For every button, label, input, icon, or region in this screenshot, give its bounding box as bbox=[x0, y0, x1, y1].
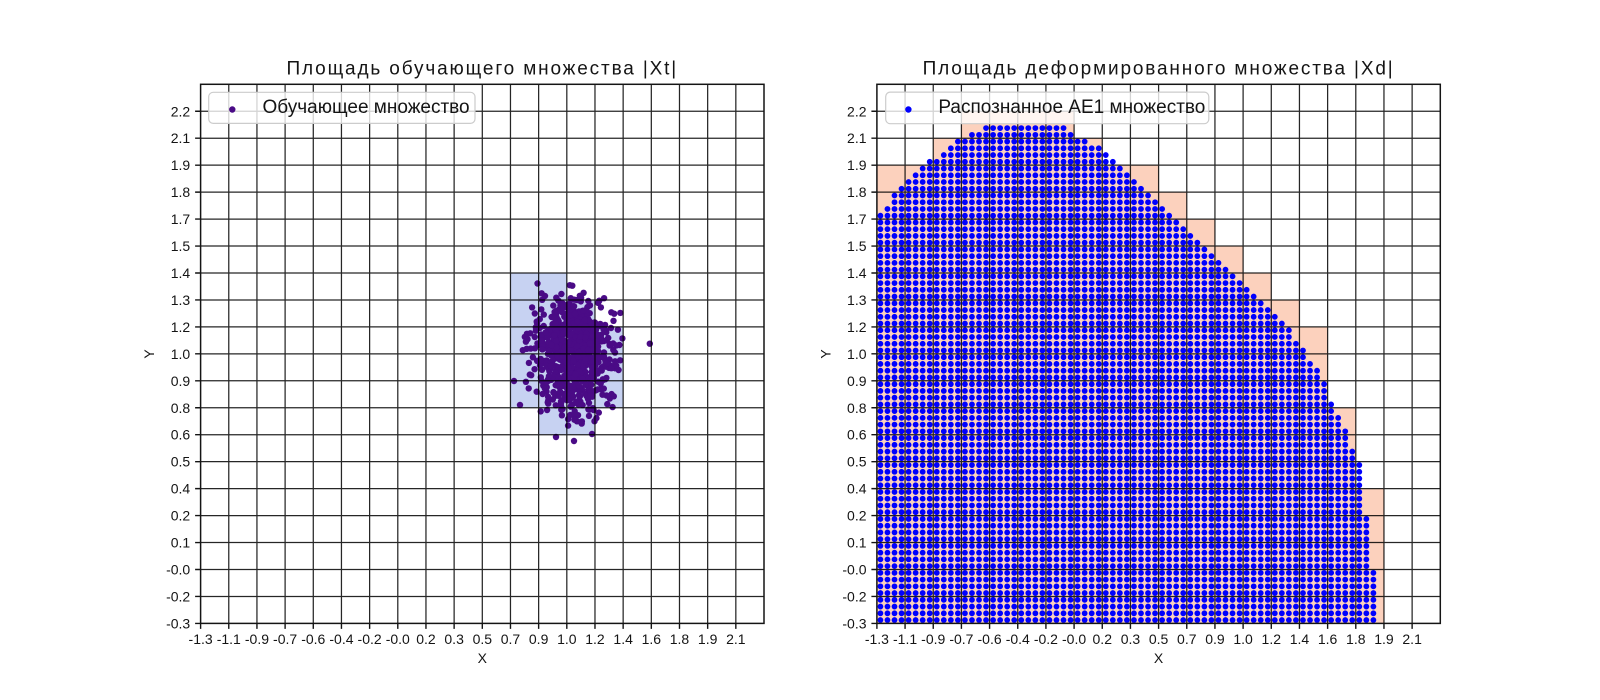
svg-text:0.5: 0.5 bbox=[171, 454, 191, 470]
svg-text:1.2: 1.2 bbox=[585, 631, 605, 647]
svg-text:-0.2: -0.2 bbox=[358, 631, 382, 647]
svg-text:-0.4: -0.4 bbox=[1006, 631, 1030, 647]
svg-text:1.6: 1.6 bbox=[642, 631, 662, 647]
svg-text:0.4: 0.4 bbox=[847, 481, 867, 497]
svg-text:Y: Y bbox=[141, 349, 157, 359]
svg-text:0.5: 0.5 bbox=[473, 631, 493, 647]
svg-text:-0.9: -0.9 bbox=[921, 631, 945, 647]
svg-text:0.3: 0.3 bbox=[1121, 631, 1141, 647]
svg-text:0.1: 0.1 bbox=[847, 535, 867, 551]
svg-text:Площадь обучающего множества |: Площадь обучающего множества |Xt| bbox=[287, 58, 679, 79]
svg-text:-0.2: -0.2 bbox=[842, 588, 866, 604]
svg-text:0.7: 0.7 bbox=[501, 631, 521, 647]
svg-text:1.8: 1.8 bbox=[1346, 631, 1366, 647]
svg-text:0.5: 0.5 bbox=[1149, 631, 1169, 647]
svg-text:2.1: 2.1 bbox=[847, 130, 867, 146]
svg-text:-0.6: -0.6 bbox=[978, 631, 1002, 647]
svg-text:1.9: 1.9 bbox=[847, 157, 867, 173]
svg-text:0.2: 0.2 bbox=[847, 508, 867, 524]
svg-text:-0.2: -0.2 bbox=[1034, 631, 1058, 647]
svg-text:1.8: 1.8 bbox=[847, 184, 867, 200]
svg-text:1.4: 1.4 bbox=[171, 265, 191, 281]
svg-text:1.3: 1.3 bbox=[171, 292, 191, 308]
svg-text:0.7: 0.7 bbox=[1177, 631, 1197, 647]
svg-text:-1.1: -1.1 bbox=[893, 631, 917, 647]
svg-text:2.1: 2.1 bbox=[171, 130, 191, 146]
svg-text:1.4: 1.4 bbox=[847, 265, 867, 281]
svg-text:0.5: 0.5 bbox=[847, 454, 867, 470]
svg-text:Площадь деформированного множе: Площадь деформированного множества |Xd| bbox=[923, 58, 1395, 79]
svg-text:X: X bbox=[1154, 650, 1164, 666]
svg-text:0.3: 0.3 bbox=[444, 631, 464, 647]
svg-text:-0.0: -0.0 bbox=[842, 561, 866, 577]
svg-text:X: X bbox=[478, 650, 488, 666]
svg-text:-0.0: -0.0 bbox=[386, 631, 410, 647]
svg-text:Распознанное AE1 множество: Распознанное AE1 множество bbox=[938, 97, 1205, 118]
svg-text:-0.7: -0.7 bbox=[273, 631, 297, 647]
svg-text:0.6: 0.6 bbox=[847, 427, 867, 443]
svg-text:1.9: 1.9 bbox=[1374, 631, 1394, 647]
svg-text:0.2: 0.2 bbox=[171, 508, 191, 524]
svg-text:2.1: 2.1 bbox=[1402, 631, 1422, 647]
svg-text:1.5: 1.5 bbox=[847, 238, 867, 254]
svg-text:1.9: 1.9 bbox=[171, 157, 191, 173]
svg-text:1.2: 1.2 bbox=[1262, 631, 1282, 647]
svg-text:1.4: 1.4 bbox=[613, 631, 633, 647]
svg-text:-1.3: -1.3 bbox=[865, 631, 889, 647]
svg-text:2.2: 2.2 bbox=[171, 103, 191, 119]
svg-text:0.4: 0.4 bbox=[171, 481, 191, 497]
svg-text:0.9: 0.9 bbox=[847, 373, 867, 389]
svg-text:1.2: 1.2 bbox=[847, 319, 867, 335]
svg-text:0.9: 0.9 bbox=[171, 373, 191, 389]
svg-text:-0.3: -0.3 bbox=[166, 615, 190, 631]
svg-text:1.7: 1.7 bbox=[847, 211, 867, 227]
svg-text:1.4: 1.4 bbox=[1290, 631, 1310, 647]
svg-text:1.8: 1.8 bbox=[670, 631, 690, 647]
svg-text:1.0: 1.0 bbox=[1233, 631, 1253, 647]
svg-text:Обучающее множество: Обучающее множество bbox=[263, 97, 470, 118]
svg-text:0.2: 0.2 bbox=[416, 631, 436, 647]
svg-text:1.5: 1.5 bbox=[171, 238, 191, 254]
svg-text:1.6: 1.6 bbox=[1318, 631, 1338, 647]
svg-text:-0.0: -0.0 bbox=[166, 561, 190, 577]
svg-text:1.7: 1.7 bbox=[171, 211, 191, 227]
svg-text:-0.3: -0.3 bbox=[842, 615, 866, 631]
svg-text:-0.4: -0.4 bbox=[329, 631, 353, 647]
svg-text:1.8: 1.8 bbox=[171, 184, 191, 200]
svg-text:1.9: 1.9 bbox=[698, 631, 718, 647]
svg-text:-0.7: -0.7 bbox=[949, 631, 973, 647]
svg-text:0.1: 0.1 bbox=[171, 535, 191, 551]
svg-text:0.2: 0.2 bbox=[1093, 631, 1113, 647]
svg-text:0.9: 0.9 bbox=[529, 631, 549, 647]
svg-text:2.1: 2.1 bbox=[726, 631, 746, 647]
svg-text:1.3: 1.3 bbox=[847, 292, 867, 308]
svg-text:0.6: 0.6 bbox=[171, 427, 191, 443]
svg-text:0.8: 0.8 bbox=[847, 400, 867, 416]
svg-text:-1.1: -1.1 bbox=[217, 631, 241, 647]
svg-text:1.0: 1.0 bbox=[557, 631, 577, 647]
svg-text:0.8: 0.8 bbox=[171, 400, 191, 416]
svg-text:-0.0: -0.0 bbox=[1062, 631, 1086, 647]
svg-text:-0.2: -0.2 bbox=[166, 588, 190, 604]
svg-text:-1.3: -1.3 bbox=[189, 631, 213, 647]
svg-text:1.0: 1.0 bbox=[171, 346, 191, 362]
svg-text:1.0: 1.0 bbox=[847, 346, 867, 362]
svg-text:-0.9: -0.9 bbox=[245, 631, 269, 647]
svg-text:1.2: 1.2 bbox=[171, 319, 191, 335]
svg-text:-0.6: -0.6 bbox=[301, 631, 325, 647]
svg-text:Y: Y bbox=[818, 349, 834, 359]
svg-text:0.9: 0.9 bbox=[1205, 631, 1225, 647]
svg-text:2.2: 2.2 bbox=[847, 103, 867, 119]
